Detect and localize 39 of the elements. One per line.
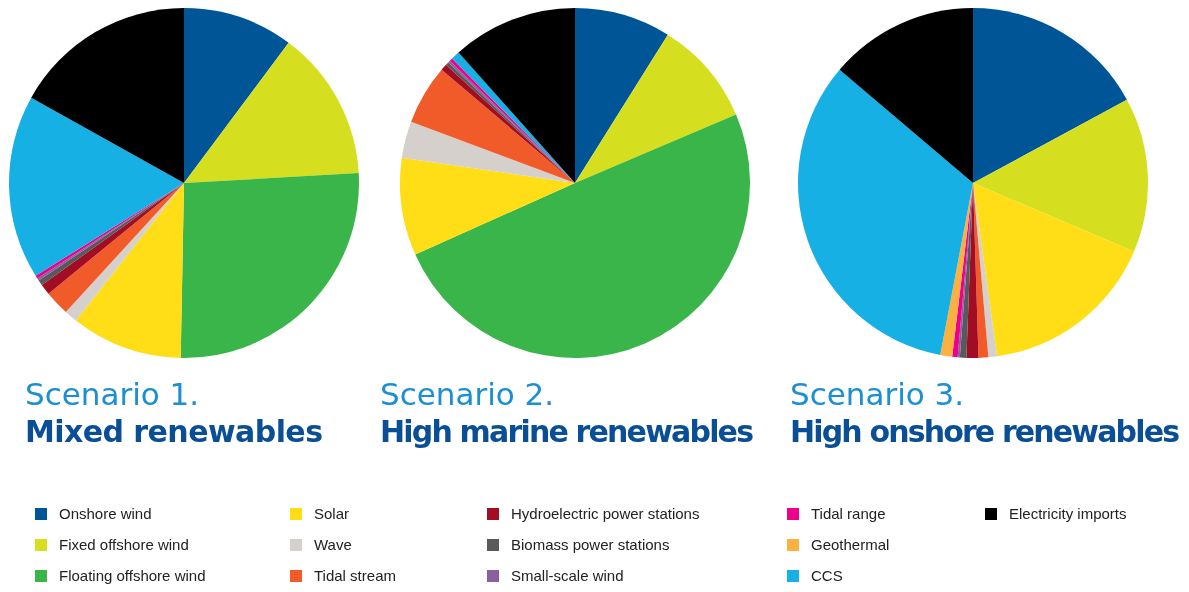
pie-slice bbox=[9, 97, 184, 276]
pie-slice bbox=[415, 114, 750, 358]
text: Scenario 1. bbox=[25, 376, 200, 412]
pie-slice bbox=[458, 8, 575, 183]
pie-slice bbox=[798, 69, 973, 355]
pie-slice bbox=[400, 157, 575, 255]
legend-label: Onshore wind bbox=[59, 505, 152, 522]
pie-slice bbox=[401, 121, 575, 183]
legend-label: Small-scale wind bbox=[511, 567, 624, 584]
legend-label: Biomass power stations bbox=[511, 536, 670, 553]
pie-slice bbox=[411, 69, 575, 183]
legend-label: Wave bbox=[314, 536, 352, 553]
legend-label: CCS bbox=[811, 567, 843, 584]
legend-label: Floating offshore wind bbox=[59, 567, 206, 584]
pie-slice bbox=[31, 8, 184, 183]
pie-slice bbox=[839, 8, 973, 183]
legend-label: Geothermal bbox=[811, 536, 890, 553]
legend-label: Fixed offshore wind bbox=[59, 536, 189, 553]
legend-label: Hydroelectric power stations bbox=[511, 505, 700, 522]
text: High marine renewables bbox=[380, 414, 754, 449]
legend-label: Solar bbox=[314, 505, 350, 522]
text: Scenario 3. bbox=[790, 376, 965, 412]
pie-slice bbox=[575, 8, 668, 183]
pie-slice bbox=[973, 99, 1148, 252]
text: Mixed renewables bbox=[25, 414, 323, 449]
text: High onshore renewables bbox=[790, 414, 1180, 449]
pie-slice bbox=[184, 42, 359, 183]
pie-slice bbox=[973, 8, 1127, 183]
legend-label: Tidal range bbox=[811, 505, 886, 522]
text: Scenario 2. bbox=[380, 376, 555, 412]
pie-slice bbox=[48, 183, 184, 313]
legend-label: Tidal stream bbox=[314, 567, 396, 584]
pie-slice bbox=[940, 183, 973, 357]
pie-slice bbox=[180, 173, 359, 358]
pie-slice bbox=[575, 34, 737, 183]
pie-slice bbox=[184, 8, 289, 183]
legend-label: Electricity imports bbox=[1009, 505, 1127, 522]
pie-slice bbox=[973, 183, 1135, 357]
pie-slice bbox=[75, 183, 184, 358]
